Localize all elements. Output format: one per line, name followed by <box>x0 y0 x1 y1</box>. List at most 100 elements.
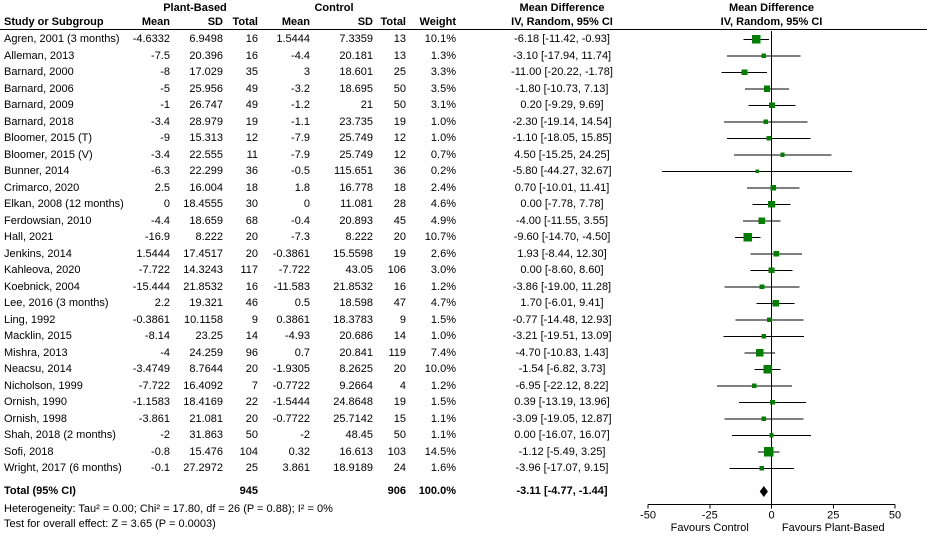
c-mean: -7.9 <box>291 132 310 144</box>
c-total: 14 <box>393 330 406 342</box>
x-axis-tick-label: 50 <box>889 510 901 522</box>
pb-mean: 2.5 <box>154 181 170 194</box>
c-total: 16 <box>393 280 406 293</box>
study-row: Wright, 2017 (6 months) -0.1 27.2972 25 … <box>0 460 635 477</box>
weight: 10.0% <box>424 363 456 375</box>
c-sd: 21 <box>360 99 373 111</box>
weight: 2.6% <box>430 247 456 260</box>
pb-mean: -7.722 <box>138 379 170 392</box>
col-header-c-sd: SD <box>357 16 373 28</box>
weight: 1.1% <box>430 429 456 441</box>
c-mean: -0.3861 <box>272 247 310 260</box>
col-header-pb-mean: Mean <box>141 16 170 28</box>
pb-sd: 22.299 <box>189 165 223 177</box>
study-row: Mishra, 2013 -4 24.259 96 0.7 20.841 119… <box>0 345 635 362</box>
c-mean: 3.861 <box>282 462 310 474</box>
study-name: Ornish, 1998 <box>4 412 67 425</box>
weight: 4.7% <box>430 297 456 309</box>
ci-text: -6.18 [-11.42, -0.93] <box>514 33 610 45</box>
pb-total: 68 <box>245 214 258 227</box>
ci-text: -4.70 [-10.83, 1.43] <box>515 346 609 359</box>
pb-sd: 31.863 <box>189 429 223 441</box>
pb-sd: 14.3243 <box>183 264 223 276</box>
study-row: Neacsu, 2014 -3.4749 8.7644 20 -1.9305 8… <box>0 361 635 378</box>
mean-difference-header-text: Mean Difference <box>519 2 605 14</box>
pb-total: 16 <box>245 33 258 45</box>
weight: 1.6% <box>430 462 456 474</box>
column-header-row: Study or Subgroup Mean SD Total Mean SD … <box>0 15 635 29</box>
md-square <box>761 416 767 421</box>
pb-mean: -7.722 <box>138 264 170 276</box>
c-mean: 0.32 <box>288 445 310 458</box>
study-row: Ornish, 1990 -1.1583 18.4169 22 -1.5444 … <box>0 394 635 411</box>
pb-mean: -1.1583 <box>132 396 170 408</box>
c-mean: -0.4 <box>291 214 310 227</box>
pb-sd: 25.956 <box>189 82 223 95</box>
study-name: Wright, 2017 (6 months) <box>4 462 122 474</box>
weight: 3.1% <box>430 99 456 111</box>
c-mean: 3 <box>303 66 310 78</box>
pb-total: 117 <box>240 264 258 276</box>
pb-sd: 23.25 <box>195 330 223 342</box>
c-sd: 20.686 <box>339 330 373 342</box>
pb-sd: 8.222 <box>195 231 223 243</box>
study-rows: Agren, 2001 (3 months) -4.6332 6.9498 16… <box>0 31 635 477</box>
ci-text: 1.70 [-6.01, 9.41] <box>520 297 604 309</box>
weight: 3.5% <box>430 82 456 95</box>
c-mean: -1.1 <box>291 115 310 128</box>
col-header-c-mean: Mean <box>281 16 310 28</box>
total-pb-total: 945 <box>239 485 258 497</box>
study-row: Sofi, 2018 -0.8 15.476 104 0.32 16.613 1… <box>0 444 635 461</box>
pb-mean: -1 <box>160 99 170 111</box>
c-sd: 20.181 <box>339 49 373 62</box>
empty-cell <box>312 483 375 500</box>
header-spacer <box>0 1 130 15</box>
c-total: 12 <box>393 148 406 161</box>
total-label: Total (95% CI) <box>4 485 76 497</box>
ci-text: 0.39 [-13.19, 13.96] <box>514 396 610 408</box>
pb-mean: -2 <box>160 429 170 441</box>
md-square <box>769 102 775 109</box>
heterogeneity-text: Heterogeneity: Tau² = 0.00; Chi² = 17.80… <box>4 503 333 515</box>
pb-total: 50 <box>245 429 258 441</box>
pb-total: 20 <box>245 412 258 425</box>
study-name: Bloomer, 2015 (T) <box>4 132 93 144</box>
pb-total: 16 <box>245 49 258 62</box>
pb-mean: -0.1 <box>151 462 170 474</box>
c-sd: 8.222 <box>345 231 373 243</box>
pb-mean: -0.3861 <box>132 313 170 326</box>
c-sd: 11.081 <box>340 198 373 210</box>
ci-text: -3.09 [-19.05, 12.87] <box>512 412 612 425</box>
c-total: 12 <box>393 132 406 144</box>
c-mean: -7.9 <box>291 148 310 161</box>
pb-total: 30 <box>245 198 258 210</box>
col-header-study: Study or Subgroup <box>4 16 104 28</box>
md-square <box>764 85 771 92</box>
weight: 3.0% <box>430 264 456 276</box>
study-row: Bloomer, 2015 (T) -9 15.313 12 -7.9 25.7… <box>0 130 635 147</box>
study-row: Ornish, 1998 -3.861 21.081 20 -0.7722 25… <box>0 411 635 428</box>
ci-text: -1.54 [-6.82, 3.73] <box>518 363 606 375</box>
c-total: 20 <box>393 231 406 243</box>
pb-total: 14 <box>245 330 258 342</box>
pb-mean: -4 <box>160 346 170 359</box>
pb-sd: 17.4517 <box>183 247 223 260</box>
pb-mean: -7.5 <box>151 49 170 62</box>
c-mean: 1.8 <box>294 181 310 194</box>
ci-text: -0.77 [-14.48, 12.93] <box>512 313 612 326</box>
ci-text: -3.21 [-19.51, 13.09] <box>512 330 612 342</box>
pb-total: 22 <box>245 396 258 408</box>
md-square <box>766 136 771 141</box>
group-header-row: Plant-Based Control Mean Difference <box>0 1 635 15</box>
total-weight: 100.0% <box>418 485 456 497</box>
c-sd: 20.893 <box>339 214 373 227</box>
header-spacer <box>408 1 458 15</box>
study-row: Barnard, 2009 -1 26.747 49 -1.2 21 50 3.… <box>0 97 635 114</box>
md-square <box>770 399 775 405</box>
pb-mean: 2.2 <box>154 297 170 309</box>
weight: 1.3% <box>430 49 456 62</box>
pb-sd: 27.2972 <box>183 462 223 474</box>
pb-total: 49 <box>245 82 258 95</box>
c-mean: 0.7 <box>294 346 310 359</box>
pb-mean: -8.14 <box>144 330 170 342</box>
